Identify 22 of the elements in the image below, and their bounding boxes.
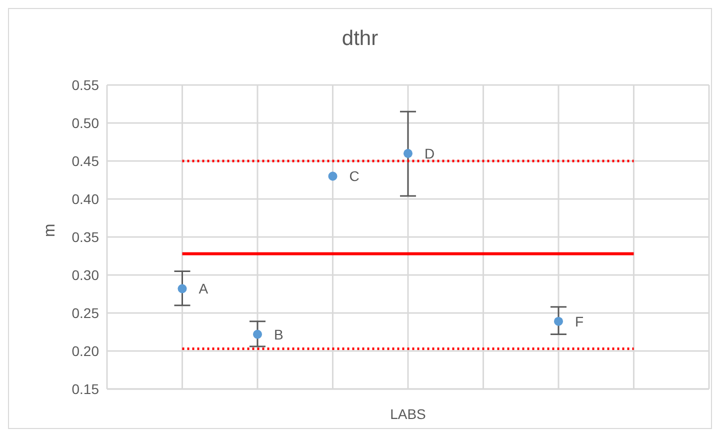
y-tick-label: 0.35 (72, 228, 100, 245)
point (178, 284, 187, 294)
data-label: A (198, 280, 209, 297)
y-tick-label: 0.30 (72, 266, 100, 283)
y-tick-label: 0.45 (72, 152, 100, 169)
point (252, 330, 262, 339)
y-axis-title: m (42, 224, 59, 237)
chart-title: dthr (340, 26, 380, 52)
y-tick-label: 0.40 (72, 190, 100, 207)
data-label: B (274, 326, 284, 342)
x-axis-title: LABS (390, 406, 426, 422)
data-label: F (575, 313, 584, 330)
y-tick-label: 0.55 (72, 76, 100, 93)
y-tick-label: 0.15 (72, 380, 100, 397)
y-tick-label: 0.25 (72, 304, 100, 321)
y-tick-label: 0.50 (72, 114, 100, 131)
point (328, 172, 338, 181)
point (554, 316, 564, 326)
y-tick-label: 0.20 (72, 342, 100, 359)
point (403, 148, 413, 158)
data-label: C (349, 168, 360, 184)
data-label: D (424, 145, 435, 162)
